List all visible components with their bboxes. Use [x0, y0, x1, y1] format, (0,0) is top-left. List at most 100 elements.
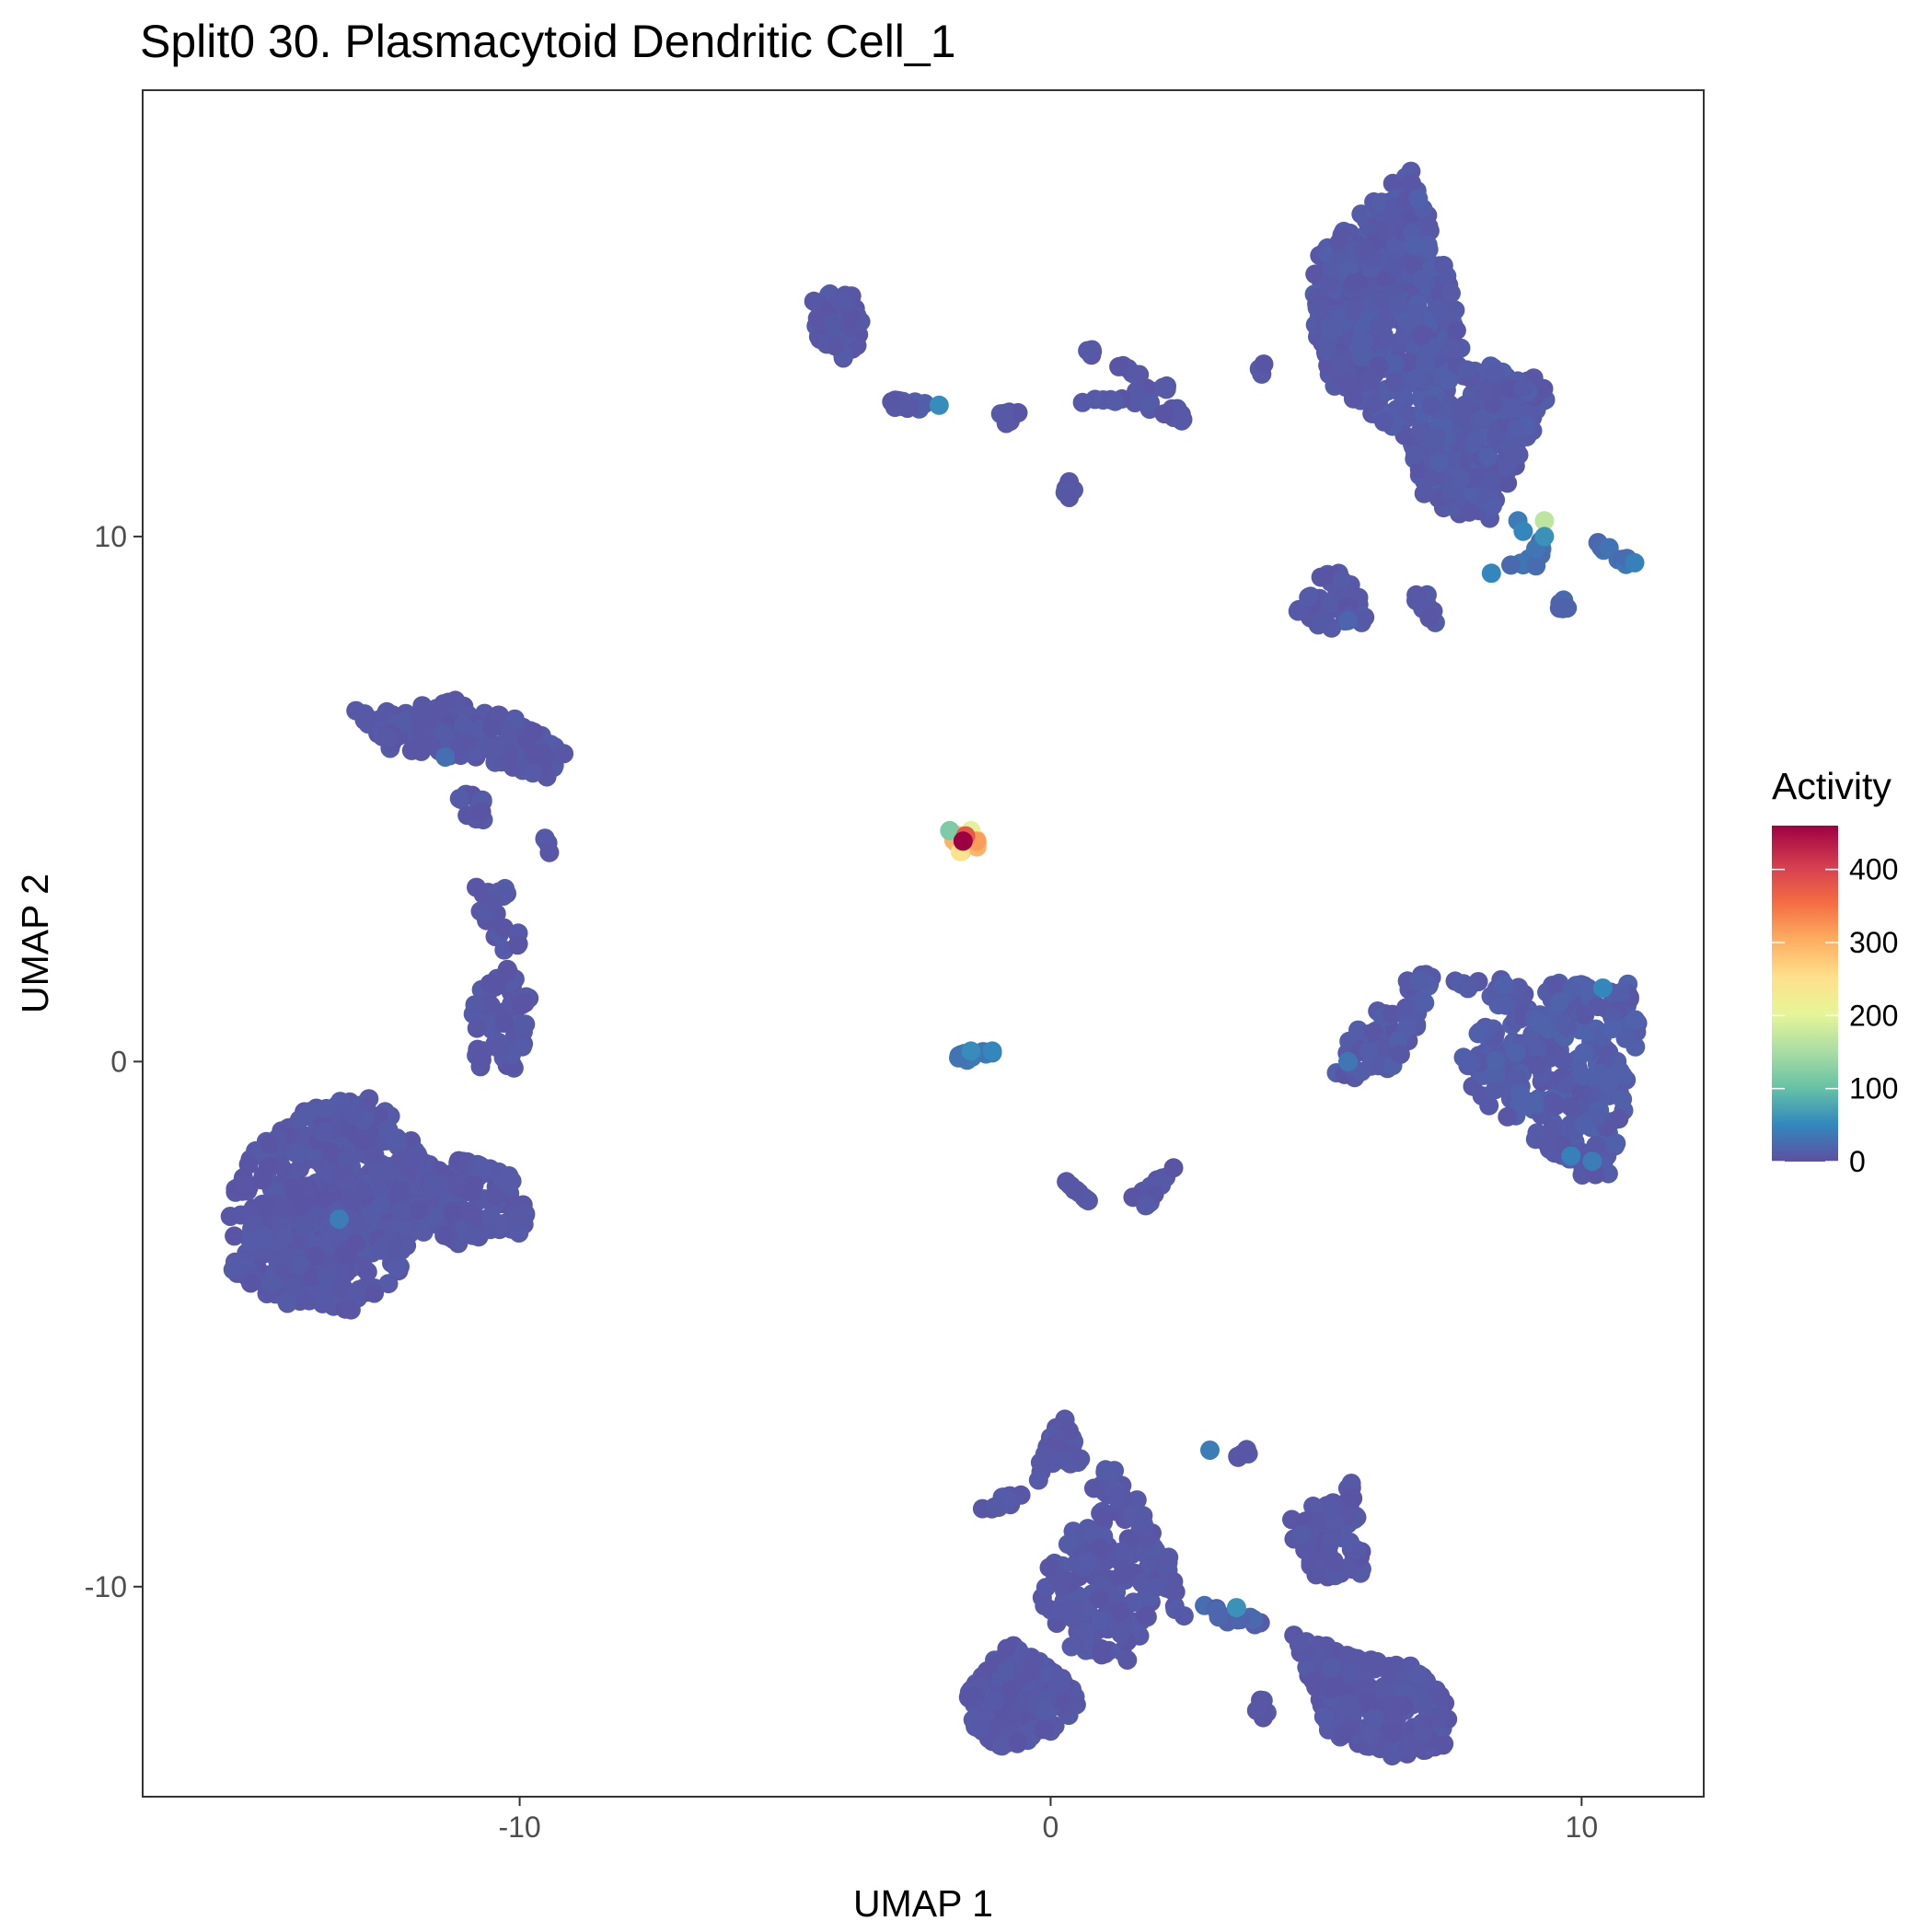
data-point — [1134, 1514, 1153, 1534]
data-point — [1390, 1045, 1410, 1064]
data-point — [1615, 1028, 1636, 1048]
data-point — [1338, 1051, 1358, 1071]
data-point — [1047, 1432, 1067, 1452]
data-point — [1508, 1069, 1528, 1089]
data-point — [1254, 354, 1274, 375]
data-point — [1487, 427, 1506, 447]
data-point — [1140, 393, 1161, 413]
data-point — [1494, 975, 1514, 995]
data-point — [1047, 1674, 1068, 1695]
data-point — [391, 1152, 411, 1173]
data-point — [1356, 240, 1376, 260]
y-axis: -10 0 10 — [85, 520, 143, 1603]
data-point — [1419, 221, 1440, 241]
data-point — [1386, 1655, 1406, 1675]
data-point — [1430, 1685, 1451, 1706]
data-point — [502, 1171, 522, 1191]
data-point — [225, 1226, 245, 1246]
data-point — [966, 1686, 986, 1706]
data-point — [1090, 1538, 1110, 1558]
data-point — [364, 1283, 385, 1303]
data-point — [1480, 471, 1500, 492]
data-point — [1486, 1080, 1506, 1100]
data-point — [1343, 388, 1363, 409]
data-point — [1322, 1658, 1341, 1678]
data-point — [1360, 1725, 1381, 1744]
data-point — [1602, 1019, 1622, 1039]
x-tick-label: 0 — [1043, 1811, 1059, 1844]
data-point — [1383, 1723, 1403, 1743]
data-point — [825, 336, 845, 356]
data-point — [1501, 555, 1521, 575]
data-point — [840, 308, 861, 328]
data-point — [1468, 1024, 1488, 1044]
data-point — [470, 1057, 491, 1077]
legend-tick-label: 400 — [1849, 853, 1898, 886]
data-point — [273, 1226, 294, 1246]
data-point — [1109, 356, 1129, 376]
data-point — [1110, 1602, 1130, 1622]
data-point — [357, 1262, 377, 1282]
data-point — [524, 722, 544, 742]
data-point — [422, 1174, 443, 1194]
data-point — [371, 1196, 391, 1216]
data-point — [1496, 995, 1516, 1015]
data-point — [539, 842, 560, 862]
data-point — [1415, 353, 1435, 374]
data-point — [305, 1246, 325, 1267]
data-point — [1111, 1624, 1131, 1644]
data-point — [1056, 1451, 1076, 1471]
data-point — [1411, 269, 1431, 289]
data-point — [1536, 1132, 1556, 1152]
y-tick-label: -10 — [85, 1570, 127, 1603]
data-point — [260, 1134, 280, 1154]
data-point — [349, 1279, 369, 1300]
data-point — [313, 1187, 333, 1208]
data-point — [1611, 982, 1631, 1002]
data-point — [1479, 1095, 1499, 1116]
data-point — [315, 1121, 335, 1141]
data-point — [1383, 1695, 1404, 1715]
data-point — [434, 1225, 455, 1245]
data-point — [1625, 1010, 1646, 1030]
y-tick-label: 10 — [94, 520, 127, 553]
data-point — [1059, 1421, 1079, 1440]
data-point — [1385, 372, 1406, 392]
data-point — [523, 763, 543, 783]
data-point — [354, 704, 375, 724]
data-point — [823, 312, 843, 332]
data-point — [1606, 1133, 1626, 1153]
data-point — [463, 1225, 482, 1245]
data-point — [353, 1180, 373, 1200]
data-point — [1200, 1440, 1220, 1460]
data-point — [515, 1205, 536, 1225]
data-point — [1159, 1547, 1179, 1568]
data-point — [364, 1145, 385, 1165]
data-point — [929, 395, 949, 415]
data-point — [1320, 273, 1340, 294]
data-point — [1336, 372, 1357, 392]
data-point — [995, 403, 1015, 423]
data-point — [465, 995, 485, 1015]
data-point — [367, 1160, 388, 1180]
legend-tick-label: 100 — [1849, 1072, 1898, 1105]
data-point — [1459, 502, 1479, 522]
data-point — [1384, 256, 1405, 276]
legend-tick-label: 200 — [1849, 999, 1898, 1032]
data-point — [1354, 331, 1374, 352]
data-point — [1059, 1533, 1079, 1554]
data-point — [333, 1163, 353, 1184]
data-point — [1625, 552, 1645, 573]
data-point — [1526, 556, 1546, 576]
data-point — [329, 1209, 349, 1229]
data-point — [1406, 445, 1425, 465]
data-point — [1588, 997, 1608, 1017]
data-point — [969, 1718, 989, 1738]
data-point — [1322, 1499, 1341, 1520]
data-point — [1135, 1605, 1155, 1625]
data-point — [261, 1273, 282, 1292]
data-point — [512, 995, 532, 1015]
data-point — [434, 694, 454, 714]
data-point — [1030, 1452, 1050, 1473]
data-point — [1429, 298, 1450, 318]
